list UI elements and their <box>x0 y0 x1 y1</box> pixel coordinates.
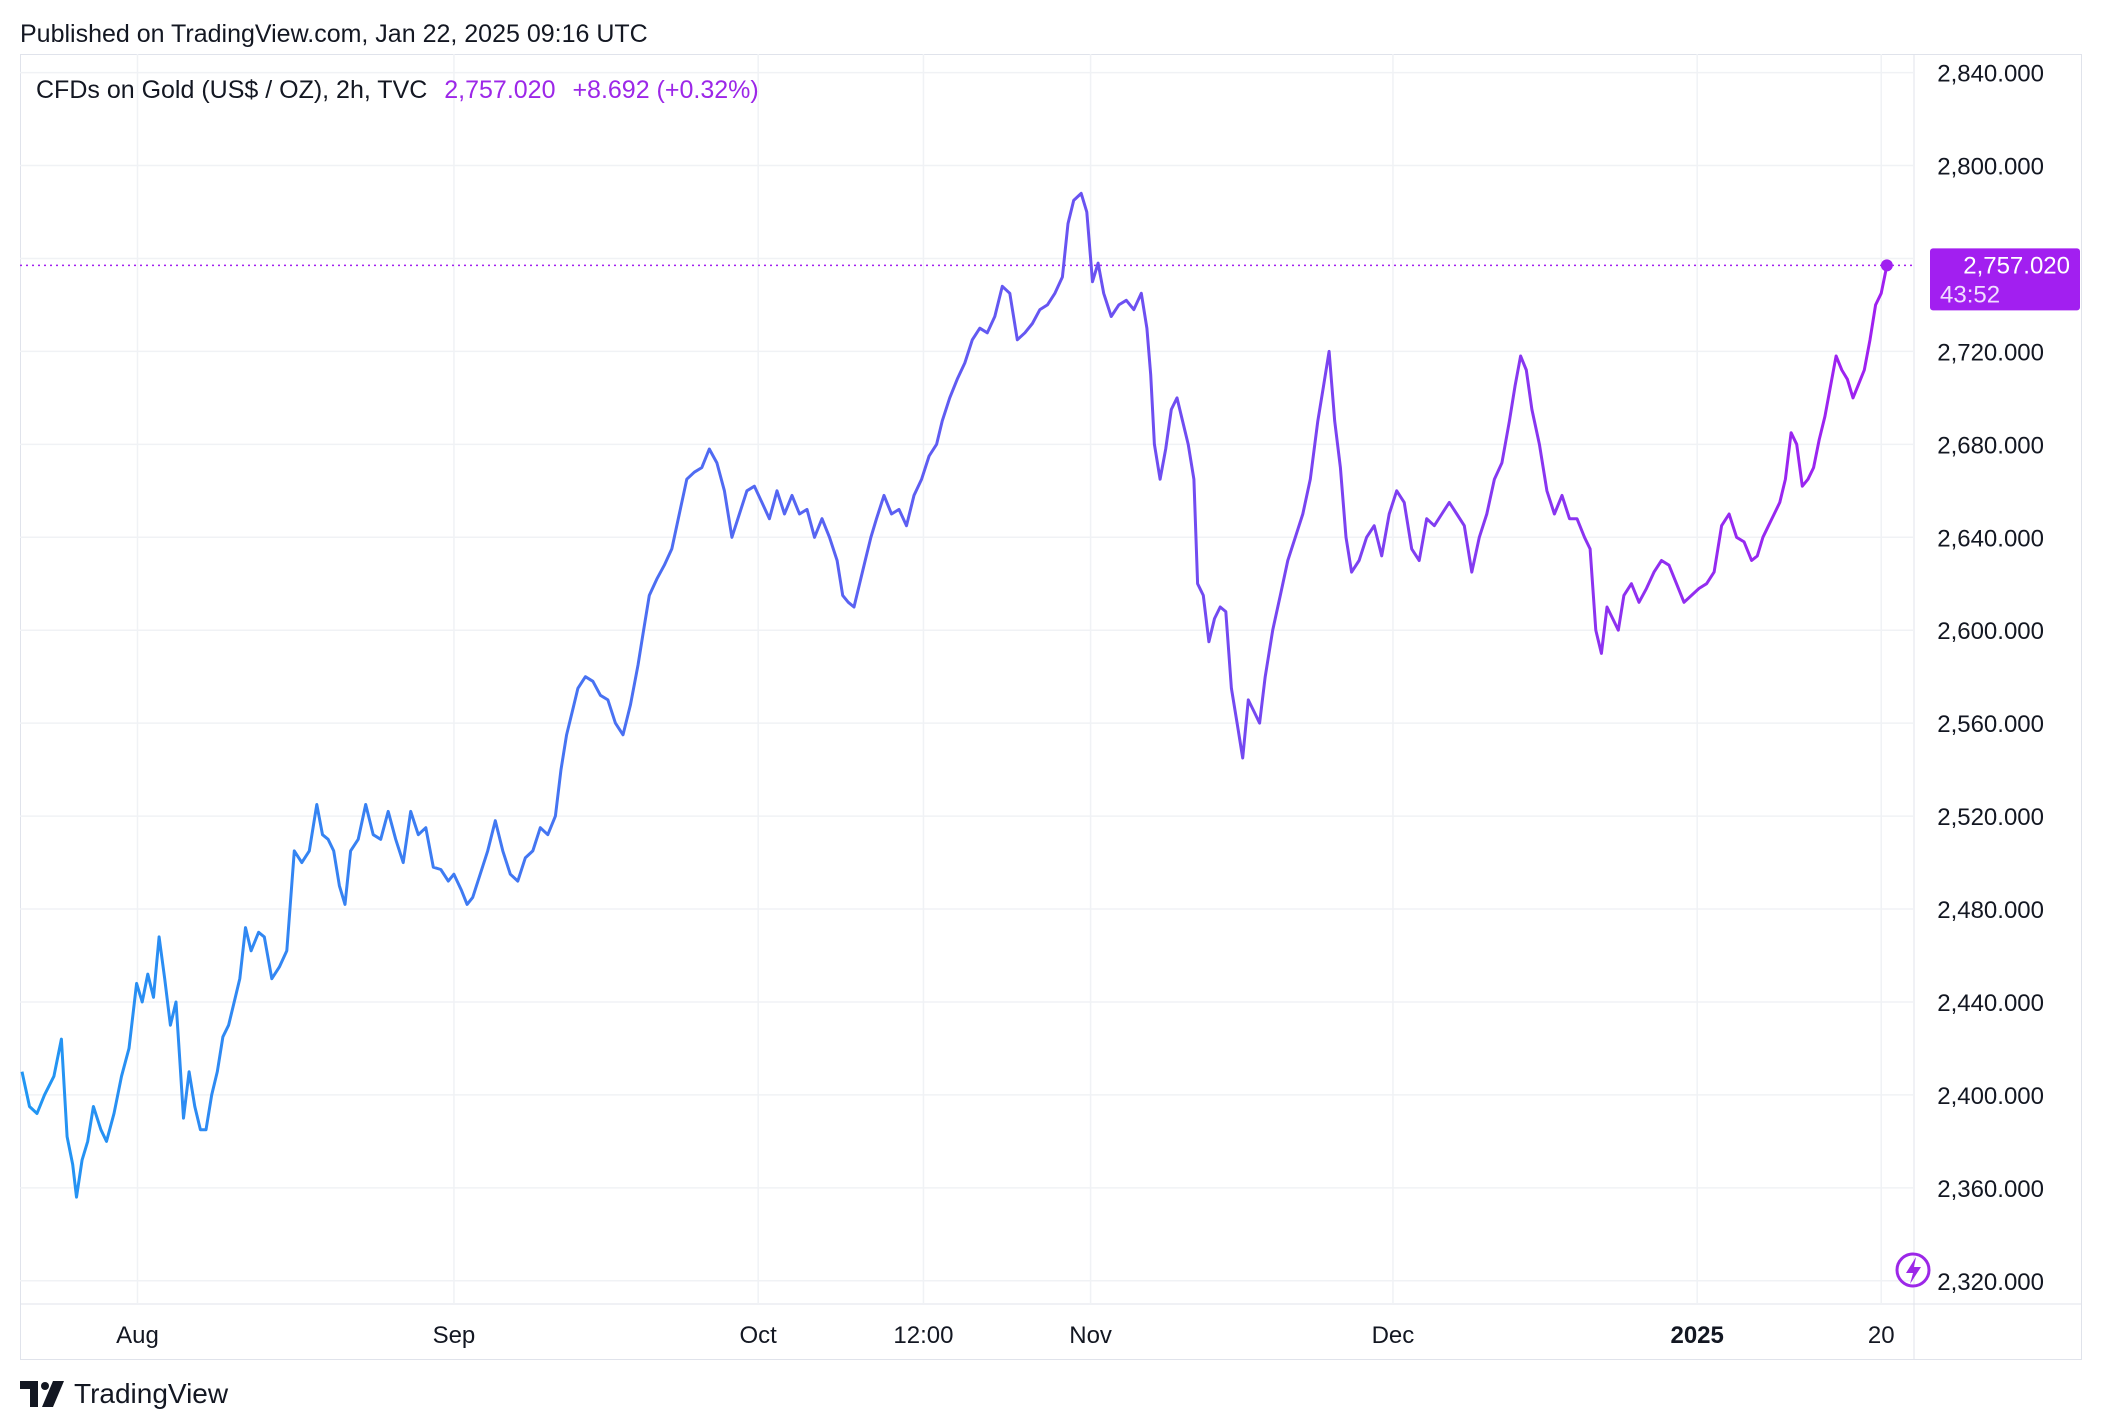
x-tick-label: 20 <box>1868 1322 1895 1349</box>
y-tick-label: 2,480.000 <box>1937 897 2044 924</box>
tradingview-logo-icon[interactable] <box>20 1381 64 1407</box>
legend-price: 2,757.020 <box>444 76 556 104</box>
y-tick-label: 2,720.000 <box>1937 339 2044 366</box>
chart-area[interactable]: Aug Sep Oct 12:00 Nov Dec 2025 20 2,320.000 2,36… <box>20 54 2082 1360</box>
brand-name[interactable]: TradingView <box>74 1378 229 1409</box>
legend-change: +8.692 (+0.32%) <box>572 76 759 104</box>
x-tick-label: Dec <box>1372 1322 1415 1349</box>
y-axis-ticks: 2,320.000 2,360.000 2,400.000 2,440.000 2,48… <box>1937 61 2044 1296</box>
price-box-countdown: 43:52 <box>1940 281 2000 308</box>
legend-symbol: CFDs on Gold (US$ / OZ), 2h, TVC <box>36 76 428 104</box>
y-tick-label: 2,520.000 <box>1937 804 2044 831</box>
y-tick-label: 2,440.000 <box>1937 990 2044 1017</box>
y-tick-label: 2,680.000 <box>1937 432 2044 459</box>
x-tick-label: 12:00 <box>893 1322 953 1349</box>
x-tick-label: Nov <box>1069 1322 1112 1349</box>
chart-border <box>20 54 2082 1360</box>
grid-lines <box>20 54 2082 1360</box>
y-tick-label: 2,560.000 <box>1937 711 2044 738</box>
last-price-label: 2,757.020 43:52 <box>1930 248 2080 311</box>
x-tick-label: Sep <box>433 1322 476 1349</box>
lightning-icon[interactable] <box>1895 1252 1931 1288</box>
y-tick-label: 2,360.000 <box>1937 1176 2044 1203</box>
price-box-value: 2,757.020 <box>1963 252 2070 279</box>
x-tick-label: Oct <box>740 1322 778 1349</box>
last-price-marker <box>1880 259 1893 272</box>
y-tick-label: 2,320.000 <box>1937 1269 2044 1296</box>
y-tick-label: 2,800.000 <box>1937 154 2044 181</box>
x-tick-label: 2025 <box>1670 1322 1723 1349</box>
y-tick-label: 2,600.000 <box>1937 618 2044 645</box>
price-chart[interactable]: Aug Sep Oct 12:00 Nov Dec 2025 20 2,320.000 2,36… <box>20 54 2082 1360</box>
y-tick-label: 2,400.000 <box>1937 1083 2044 1110</box>
y-tick-label: 2,840.000 <box>1937 61 2044 88</box>
published-caption: Published on TradingView.com, Jan 22, 20… <box>20 20 648 48</box>
x-tick-label: Aug <box>116 1322 159 1349</box>
y-tick-label: 2,640.000 <box>1937 525 2044 552</box>
price-box <box>1930 248 2080 311</box>
symbol-legend: CFDs on Gold (US$ / OZ), 2h, TVC 2,757.0… <box>36 76 759 105</box>
x-axis-ticks: Aug Sep Oct 12:00 Nov Dec 2025 20 <box>116 1322 1894 1349</box>
footer: TradingView <box>20 1378 228 1410</box>
series-line <box>20 191 1889 1199</box>
